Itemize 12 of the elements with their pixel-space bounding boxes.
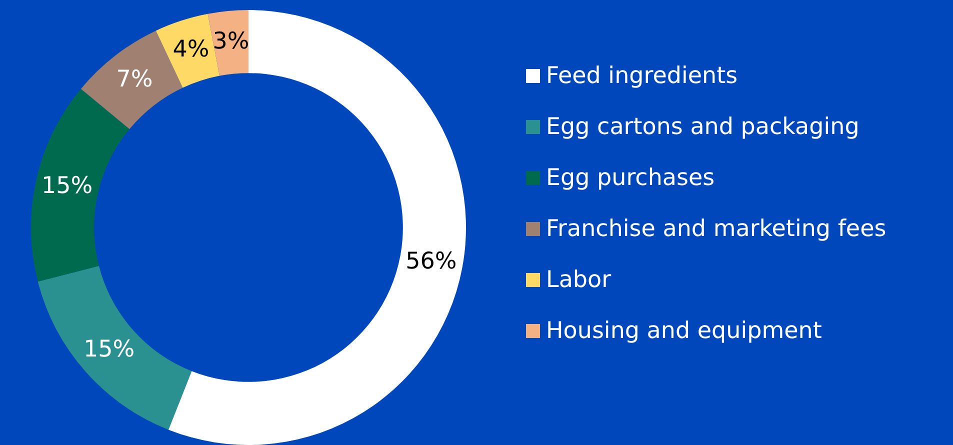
- data-label: 15%: [41, 172, 93, 199]
- data-label: 4%: [172, 36, 210, 63]
- data-label: 15%: [83, 336, 135, 362]
- legend-label: Housing and equipment: [546, 318, 822, 344]
- data-label: 3%: [212, 28, 250, 54]
- legend-label: Egg cartons and packaging: [546, 114, 860, 140]
- legend-label: Feed ingredients: [546, 62, 738, 88]
- legend-label: Franchise and marketing fees: [546, 216, 886, 242]
- data-label: 56%: [406, 248, 457, 274]
- data-label: 7%: [116, 66, 153, 93]
- legend-label: Labor: [546, 266, 612, 292]
- legend-label: Egg purchases: [546, 164, 715, 190]
